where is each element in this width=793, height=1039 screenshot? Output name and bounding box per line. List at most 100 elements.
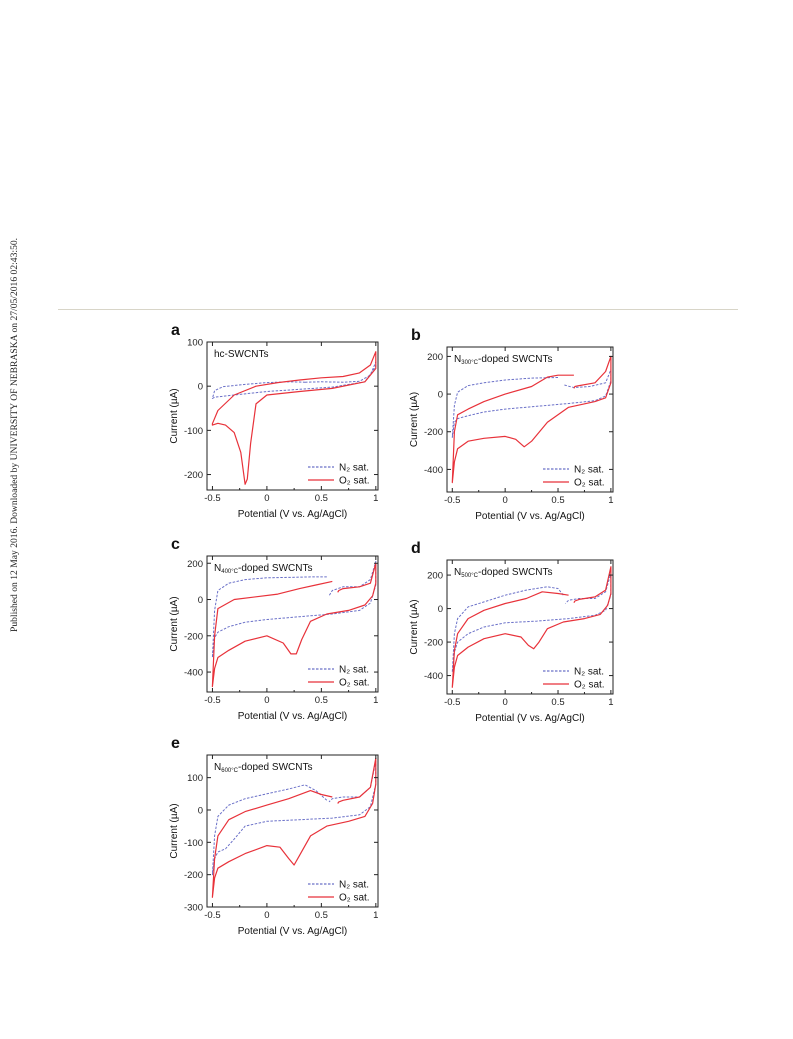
panel-label-c: c <box>171 536 180 553</box>
y-tick-label-a: -100 <box>184 426 203 437</box>
x-tick-label-c: 0.5 <box>315 695 328 706</box>
x-tick-label-a: -0.5 <box>204 493 220 504</box>
panel-title-main-e: N <box>214 762 221 773</box>
panel-title-rest-b: -doped SWCNTs <box>478 354 552 365</box>
x-tick-label-d: 0 <box>503 697 508 708</box>
y-axis-label-c: Current (µA) <box>169 596 180 651</box>
x-tick-label-e: 1 <box>373 910 378 921</box>
series-c-n2 <box>211 560 377 658</box>
side-note: Published on 12 May 2016. Downloaded by … <box>0 0 30 1039</box>
x-tick-label-c: 1 <box>373 695 378 706</box>
panel-d: d -0.5 0 0.5 1 200 0 -200 -400 Potential (V vs. A… <box>409 540 614 724</box>
series-a-n2 <box>211 361 377 399</box>
y-axis-label-a: Current (µA) <box>169 388 180 443</box>
legend-label-c-o2: O₂ sat. <box>339 678 370 689</box>
panel-title-rest-e: -doped SWCNTs <box>238 762 312 773</box>
panel-label-b: b <box>411 327 421 344</box>
panel-title-sub-d: 500°C <box>461 573 478 579</box>
panel-label-e: e <box>171 735 180 752</box>
x-axis-label-e: Potential (V vs. Ag/AgCl) <box>238 926 348 937</box>
x-axis-label-d: Potential (V vs. Ag/AgCl) <box>475 713 585 724</box>
series-d-o2 <box>451 566 612 688</box>
x-axis-label-b: Potential (V vs. Ag/AgCl) <box>475 511 585 522</box>
panel-title-sub-c: 400°C <box>221 569 238 575</box>
x-tick-label-d: -0.5 <box>444 697 460 708</box>
panel-title-sub-e: 600°C <box>221 768 238 774</box>
y-tick-label-d: -400 <box>424 671 443 682</box>
panel-title-main-b: N <box>454 354 461 365</box>
legend-label-a-o2: O₂ sat. <box>339 476 370 487</box>
y-tick-label-d: 200 <box>427 571 443 582</box>
x-tick-label-e: 0.5 <box>315 910 328 921</box>
panel-a: a -0.5 0 0.5 1 100 0 -100 -200 Potential (V vs. A… <box>169 322 379 520</box>
x-tick-label-e: -0.5 <box>204 910 220 921</box>
x-axis-label-a: Potential (V vs. Ag/AgCl) <box>238 509 348 520</box>
legend-label-d-o2: O₂ sat. <box>574 680 605 691</box>
panel-title-b: N300°C-doped SWCNTs <box>454 354 552 366</box>
series-c-o2 <box>211 562 377 688</box>
plot-frame-a <box>206 341 379 491</box>
x-tick-label-b: -0.5 <box>444 495 460 506</box>
legend-label-e-o2: O₂ sat. <box>339 893 370 904</box>
side-note-text: Published on 12 May 2016. Downloaded by … <box>9 238 20 632</box>
x-tick-label-d: 0.5 <box>551 697 564 708</box>
panel-title-main-d: N <box>454 567 461 578</box>
panel-c: c -0.5 0 0.5 1 200 0 -200 -400 Potential (V vs. A… <box>169 536 379 722</box>
x-axis-label-c: Potential (V vs. Ag/AgCl) <box>238 711 348 722</box>
series-a-o2 <box>211 351 377 485</box>
series-d-n2 <box>451 572 612 673</box>
y-axis-label-d: Current (µA) <box>409 599 420 654</box>
y-tick-label-e: -100 <box>184 838 203 849</box>
y-tick-label-e: 100 <box>187 773 203 784</box>
header-divider <box>58 309 738 310</box>
y-tick-label-c: 200 <box>187 559 203 570</box>
series-b-o2 <box>451 355 612 484</box>
plot-frame-b <box>446 346 614 493</box>
panel-label-a: a <box>171 322 180 339</box>
legend-label-d-n2: N₂ sat. <box>574 667 604 678</box>
y-tick-label-b: -400 <box>424 465 443 476</box>
x-tick-label-a: 0.5 <box>315 493 328 504</box>
y-tick-label-e: -300 <box>184 903 203 914</box>
panel-b: b -0.5 0 0.5 1 200 0 -200 -400 Potential (V vs. A… <box>409 327 614 522</box>
series-e-o2 <box>211 757 377 898</box>
y-tick-label-e: -200 <box>184 870 203 881</box>
x-tick-label-c: -0.5 <box>204 695 220 706</box>
panel-title-rest-c: -doped SWCNTs <box>238 563 312 574</box>
legend-label-b-o2: O₂ sat. <box>574 478 605 489</box>
y-tick-label-d: -200 <box>424 638 443 649</box>
plot-frame-d <box>446 559 614 695</box>
panel-title-d: N500°C-doped SWCNTs <box>454 567 552 579</box>
y-tick-label-b: -200 <box>424 427 443 438</box>
x-tick-label-a: 0 <box>264 493 269 504</box>
y-tick-label-c: 0 <box>198 595 203 606</box>
y-tick-label-c: -200 <box>184 631 203 642</box>
y-tick-label-a: 100 <box>187 338 203 349</box>
legend-label-a-n2: N₂ sat. <box>339 463 369 474</box>
y-tick-label-b: 0 <box>438 390 443 401</box>
y-axis-label-e: Current (µA) <box>169 803 180 858</box>
x-tick-label-d: 1 <box>608 697 613 708</box>
plot-frame-c <box>206 555 379 693</box>
y-tick-label-d: 0 <box>438 604 443 615</box>
plot-frame-e <box>206 754 379 908</box>
panel-title-main-c: N <box>214 563 221 574</box>
y-tick-label-a: -200 <box>184 470 203 481</box>
x-tick-label-e: 0 <box>264 910 269 921</box>
y-tick-label-e: 0 <box>198 805 203 816</box>
y-tick-label-b: 200 <box>427 352 443 363</box>
x-tick-label-a: 1 <box>373 493 378 504</box>
x-tick-label-b: 0.5 <box>551 495 564 506</box>
x-tick-label-c: 0 <box>264 695 269 706</box>
panel-title-c: N400°C-doped SWCNTs <box>214 563 312 575</box>
legend-label-c-n2: N₂ sat. <box>339 665 369 676</box>
x-tick-label-b: 1 <box>608 495 613 506</box>
panel-label-d: d <box>411 540 421 557</box>
legend-label-b-n2: N₂ sat. <box>574 465 604 476</box>
panel-title-sub-b: 300°C <box>461 360 478 366</box>
panel-e: e -0.5 0 0.5 1 100 0 -100 -200 -300 Potential (V v… <box>169 735 379 937</box>
y-tick-label-c: -400 <box>184 668 203 679</box>
panel-title-rest-d: -doped SWCNTs <box>478 567 552 578</box>
